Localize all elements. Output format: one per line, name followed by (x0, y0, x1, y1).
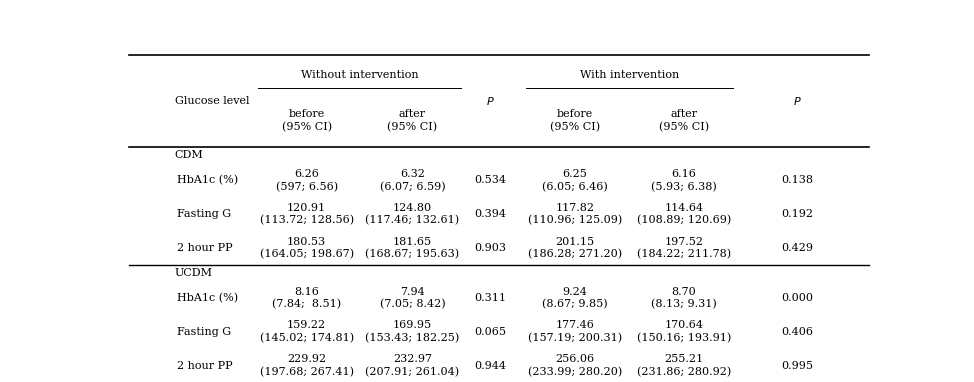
Text: 2 hour PP: 2 hour PP (177, 361, 233, 371)
Text: 6.25
(6.05; 6.46): 6.25 (6.05; 6.46) (542, 169, 608, 192)
Text: after
(95% CI): after (95% CI) (659, 109, 709, 132)
Text: 6.16
(5.93; 6.38): 6.16 (5.93; 6.38) (652, 169, 717, 192)
Text: 256.06
(233.99; 280.20): 256.06 (233.99; 280.20) (528, 354, 621, 377)
Text: UCDM: UCDM (174, 268, 212, 278)
Text: 255.21
(231.86; 280.92): 255.21 (231.86; 280.92) (637, 354, 731, 377)
Text: 0.065: 0.065 (474, 327, 506, 337)
Text: 0.944: 0.944 (474, 361, 506, 371)
Text: 6.32
(6.07; 6.59): 6.32 (6.07; 6.59) (380, 169, 445, 192)
Text: 8.70
(8.13; 9.31): 8.70 (8.13; 9.31) (652, 286, 717, 309)
Text: 0.429: 0.429 (781, 243, 813, 253)
Text: 159.22
(145.02; 174.81): 159.22 (145.02; 174.81) (260, 320, 354, 343)
Text: Fasting G: Fasting G (177, 327, 231, 337)
Text: 7.94
(7.05; 8.42): 7.94 (7.05; 8.42) (380, 286, 445, 309)
Text: 0.903: 0.903 (474, 243, 506, 253)
Text: 6.26
(597; 6.56): 6.26 (597; 6.56) (276, 169, 338, 192)
Text: 197.52
(184.22; 211.78): 197.52 (184.22; 211.78) (637, 237, 731, 259)
Text: 9.24
(8.67; 9.85): 9.24 (8.67; 9.85) (542, 286, 608, 309)
Text: 229.92
(197.68; 267.41): 229.92 (197.68; 267.41) (260, 354, 354, 377)
Text: 2 hour PP: 2 hour PP (177, 243, 233, 253)
Text: 170.64
(150.16; 193.91): 170.64 (150.16; 193.91) (637, 320, 731, 343)
Text: 181.65
(168.67; 195.63): 181.65 (168.67; 195.63) (365, 237, 460, 259)
Text: 169.95
(153.43; 182.25): 169.95 (153.43; 182.25) (365, 320, 460, 343)
Text: 117.82
(110.96; 125.09): 117.82 (110.96; 125.09) (528, 203, 621, 226)
Text: 0.000: 0.000 (781, 293, 813, 303)
Text: Glucose level: Glucose level (174, 96, 249, 106)
Text: 0.406: 0.406 (781, 327, 813, 337)
Text: 180.53
(164.05; 198.67): 180.53 (164.05; 198.67) (260, 237, 354, 259)
Text: Fasting G: Fasting G (177, 209, 231, 219)
Text: 0.534: 0.534 (474, 175, 506, 185)
Text: before
(95% CI): before (95% CI) (549, 109, 600, 132)
Text: Without intervention: Without intervention (301, 70, 419, 79)
Text: 177.46
(157.19; 200.31): 177.46 (157.19; 200.31) (528, 320, 621, 343)
Text: $P$: $P$ (486, 95, 495, 107)
Text: before
(95% CI): before (95% CI) (281, 109, 332, 132)
Text: 120.91
(113.72; 128.56): 120.91 (113.72; 128.56) (260, 203, 354, 226)
Text: 114.64
(108.89; 120.69): 114.64 (108.89; 120.69) (637, 203, 731, 226)
Text: With intervention: With intervention (580, 70, 679, 79)
Text: 0.394: 0.394 (474, 209, 506, 219)
Text: 0.995: 0.995 (781, 361, 813, 371)
Text: 232.97
(207.91; 261.04): 232.97 (207.91; 261.04) (365, 354, 460, 377)
Text: 0.192: 0.192 (781, 209, 813, 219)
Text: $P$: $P$ (793, 95, 802, 107)
Text: CDM: CDM (174, 151, 204, 160)
Text: HbA1c (%): HbA1c (%) (177, 175, 238, 186)
Text: 201.15
(186.28; 271.20): 201.15 (186.28; 271.20) (528, 237, 621, 259)
Text: 124.80
(117.46; 132.61): 124.80 (117.46; 132.61) (365, 203, 460, 226)
Text: after
(95% CI): after (95% CI) (388, 109, 437, 132)
Text: 0.138: 0.138 (781, 175, 813, 185)
Text: 0.311: 0.311 (474, 293, 506, 303)
Text: HbA1c (%): HbA1c (%) (177, 293, 238, 303)
Text: 8.16
(7.84;  8.51): 8.16 (7.84; 8.51) (272, 286, 341, 309)
